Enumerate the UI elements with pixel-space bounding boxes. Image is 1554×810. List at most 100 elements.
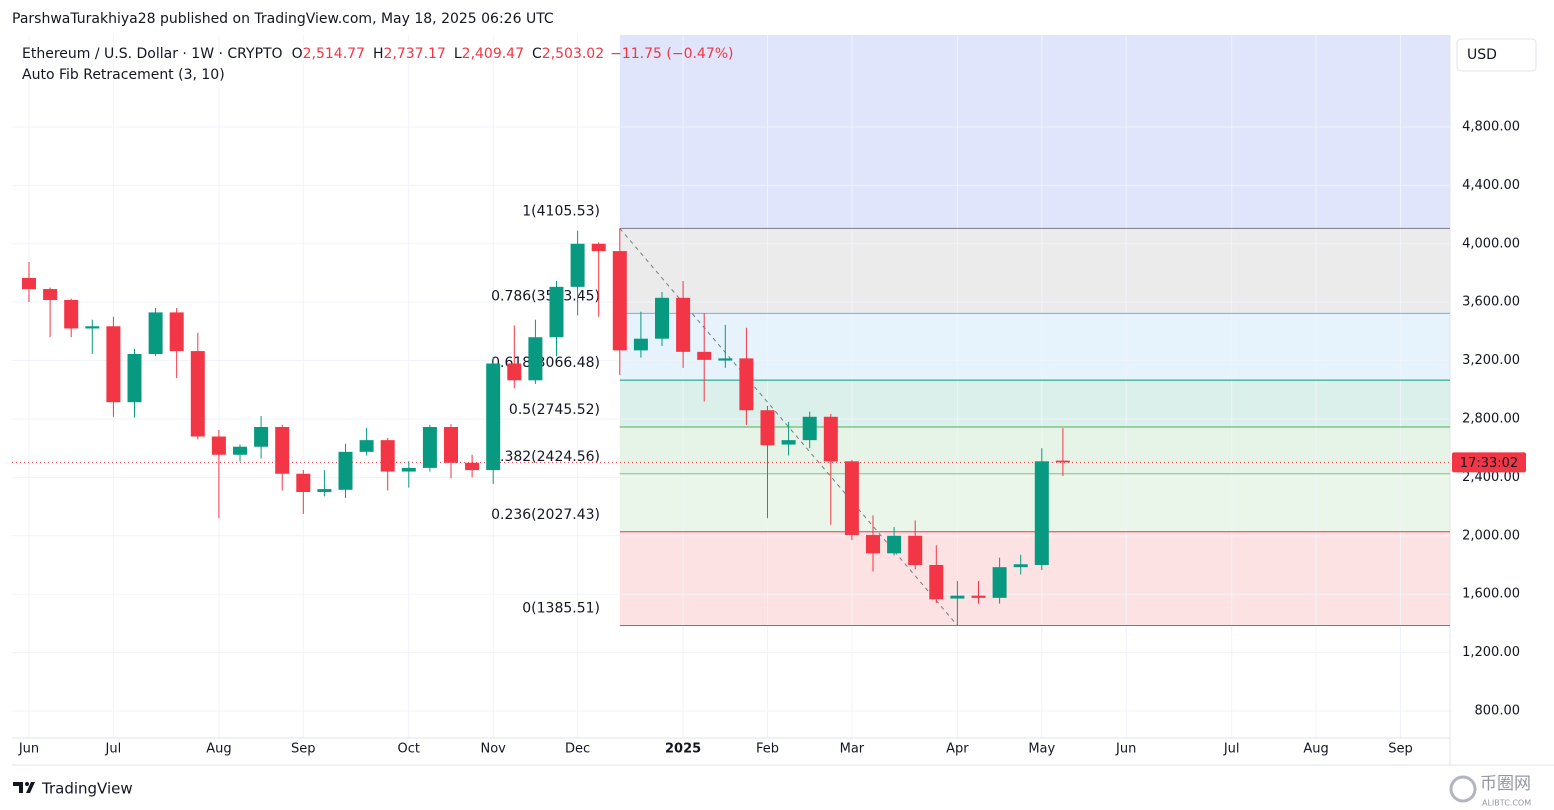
candle-body — [380, 440, 395, 472]
candle-body — [233, 446, 247, 455]
watermark-url: ALIBTC.COM — [1482, 799, 1531, 808]
candle-body — [823, 416, 838, 462]
candle-body — [866, 535, 880, 554]
candle-body — [1013, 564, 1028, 568]
candle-body — [612, 251, 627, 351]
fib-label: 0.5(2745.52) — [509, 402, 600, 418]
y-tick-label: 3,200.00 — [1462, 353, 1520, 368]
candle-body — [401, 467, 416, 472]
x-tick-label: Jun — [18, 742, 39, 757]
y-tick-label: 800.00 — [1475, 703, 1521, 718]
x-tick-label: Feb — [756, 742, 779, 757]
x-tick-label: Jun — [1115, 742, 1136, 757]
candle-body — [1034, 461, 1049, 565]
candle-body — [465, 462, 480, 471]
x-tick-label: Mar — [840, 742, 865, 757]
candle-body — [1055, 460, 1070, 463]
fib-trend-line — [619, 228, 958, 626]
x-tick-label: Aug — [206, 742, 231, 757]
y-tick-label: 4,400.00 — [1462, 178, 1520, 193]
candle-body — [338, 451, 353, 490]
candle-body — [971, 595, 986, 598]
ohlc-key: H — [373, 46, 384, 62]
x-tick-label: Sep — [1388, 742, 1413, 757]
price-tag — [1452, 452, 1526, 473]
fib-label: 0(1385.51) — [522, 601, 600, 617]
ohlc-value: 2,503.02 — [542, 46, 604, 62]
x-tick-label: Aug — [1303, 742, 1328, 757]
fib-zone — [619, 313, 1450, 381]
candle-body — [85, 326, 100, 329]
tv-logo — [13, 782, 35, 793]
x-tick-label: Apr — [946, 742, 969, 757]
candle-body — [950, 595, 965, 599]
fib-label: 0.786(3523.45) — [491, 288, 600, 304]
fib-label: 0.382(2424.56) — [491, 449, 600, 465]
change: −11.75 (−0.47%) — [610, 46, 733, 62]
candle-body — [718, 358, 733, 361]
candle-body — [275, 427, 290, 474]
plot-area — [12, 35, 1450, 738]
y-tick-label: 4,800.00 — [1462, 119, 1520, 134]
countdown: 17:33:02 — [1460, 456, 1518, 471]
candle-body — [760, 410, 775, 446]
fib-label: 0.236(2027.43) — [491, 507, 600, 523]
candle-body — [22, 277, 36, 290]
candle-body — [64, 299, 79, 329]
candle-body — [43, 289, 58, 300]
candle-body — [633, 338, 648, 351]
x-tick-label: 2025 — [665, 742, 701, 757]
currency-box[interactable] — [1456, 38, 1537, 72]
candle-body — [591, 243, 606, 252]
symbol-line: Ethereum / U.S. Dollar · 1W · CRYPTO O2,5… — [22, 46, 734, 62]
y-tick-label: 2,400.00 — [1462, 470, 1520, 485]
candle-body — [296, 473, 311, 492]
candle-body — [929, 564, 944, 600]
candle-body — [655, 297, 669, 339]
candle-body — [169, 312, 184, 352]
candle-body — [148, 312, 163, 355]
y-tick-label: 1,600.00 — [1462, 587, 1520, 602]
candle-body — [317, 489, 332, 492]
fib-zone — [619, 35, 1450, 229]
candle-body — [676, 297, 691, 352]
candle-body — [697, 351, 712, 360]
ohlc-value: 2,514.77 — [303, 46, 365, 62]
candle-body — [254, 427, 269, 447]
x-tick-label: Oct — [398, 742, 420, 757]
candle-body — [486, 363, 501, 471]
y-tick-label: 4,000.00 — [1462, 236, 1520, 251]
candle-body — [992, 567, 1007, 598]
candle-body — [528, 337, 543, 381]
x-tick-label: May — [1028, 742, 1055, 757]
candle-body — [507, 363, 522, 381]
byline: ParshwaTurakhiya28 published on TradingV… — [12, 11, 554, 27]
y-tick-label: 2,000.00 — [1462, 528, 1520, 543]
candle-body — [444, 427, 458, 463]
y-tick-label: 1,200.00 — [1462, 645, 1520, 660]
y-tick-label: 2,800.00 — [1462, 411, 1520, 426]
symbol: Ethereum / U.S. Dollar · 1W · CRYPTO — [22, 46, 283, 62]
candle-body — [887, 535, 902, 554]
candle-body — [127, 354, 142, 403]
candle-body — [570, 243, 585, 287]
candle-body — [739, 358, 754, 411]
x-tick-label: Sep — [291, 742, 316, 757]
ohlc-key: O — [292, 46, 303, 62]
indicator: Auto Fib Retracement (3, 10) — [22, 67, 225, 83]
ohlc-value: 2,737.17 — [384, 46, 446, 62]
ohlc-key: L — [454, 46, 462, 62]
x-tick-label: Dec — [565, 742, 590, 757]
y-tick-label: 3,600.00 — [1462, 295, 1520, 310]
candle-body — [106, 326, 121, 403]
ohlc-value: 2,409.47 — [462, 46, 524, 62]
candle-body — [422, 427, 437, 468]
fib-label: 1(4105.53) — [522, 203, 600, 219]
candle-body — [908, 535, 923, 565]
x-tick-label: Nov — [481, 742, 507, 757]
candle-body — [211, 436, 226, 455]
currency[interactable]: USD — [1467, 47, 1497, 63]
watermark: 币圈网 — [1480, 774, 1531, 794]
candle-body — [802, 416, 817, 441]
